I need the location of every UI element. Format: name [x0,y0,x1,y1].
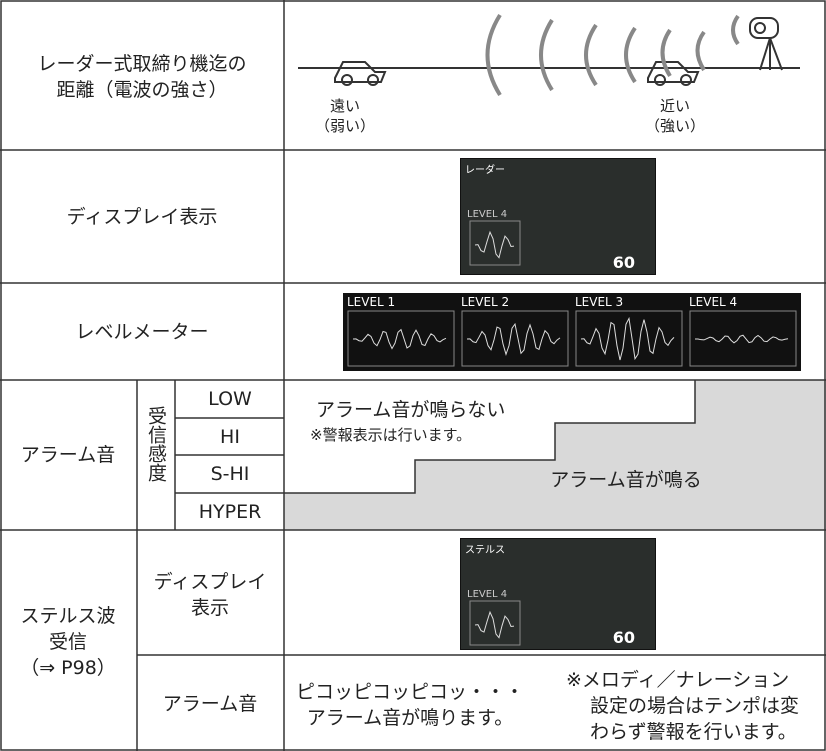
label: アラーム音 [20,444,116,466]
mode: HYPER [198,501,262,523]
waveform [469,220,521,266]
label: ディスプレイ表示 [66,206,218,228]
frame [575,310,683,367]
screen-level: LEVEL 4 [467,589,508,600]
screen: ステルス LEVEL 4 60 [460,538,656,650]
label: レベルメーター [75,321,209,343]
level: LEVEL 3 [575,295,624,309]
frame [469,600,521,646]
screen-title: レーダー [465,165,505,176]
label: 受信 [48,631,88,653]
label: ステルス波 [20,605,116,627]
level-meter: LEVEL 2 [457,293,573,371]
label: 表示 [190,597,230,619]
wave [694,334,789,344]
level: LEVEL 2 [461,295,510,309]
waveform [461,310,569,367]
mode: LOW [208,388,252,410]
frame [689,310,797,367]
label: 受信感度 [145,406,167,482]
frame [461,310,569,367]
wave [474,610,515,639]
level: LEVEL 4 [689,295,738,309]
wave [352,328,447,350]
level-meter: LEVEL 4 [685,293,801,371]
screen-speed: 60 [612,253,635,272]
mode: HI [220,426,240,448]
wave [466,322,561,356]
label: アラーム音が鳴らない [316,399,506,421]
screen-title: ステルス [465,545,505,556]
label: アラーム音が鳴ります。 [306,707,514,729]
note: ※警報表示は行います。 [310,426,472,444]
waveform [347,310,455,367]
mode: S-HI [210,463,250,485]
note: ※メロディ／ナレーション [566,669,790,691]
level: LEVEL 1 [347,295,396,309]
waveform [689,310,797,367]
note: わらず警報を行います。 [590,721,797,743]
level-meter: LEVEL 1 [343,293,459,371]
frame [347,310,455,367]
waveform [575,310,683,367]
label: ディスプレイ [153,571,267,593]
distance-illustration [298,13,800,97]
label: 近い [659,97,691,115]
level-meter: LEVEL 3 [571,293,687,371]
waveform [469,600,521,646]
screen-level: LEVEL 4 [467,209,508,220]
label: 距離（電波の強さ） [56,79,228,101]
label: アラーム音 [162,693,258,715]
frame [469,220,521,266]
wave [474,230,515,259]
wave [580,316,675,361]
label: レーダー式取締り機迄の [37,53,247,75]
screen-speed: 60 [612,628,635,647]
label: （弱い） [314,117,376,135]
label: アラーム音が鳴る [550,469,702,491]
label: ピコッピコッピコッ・・・ [295,681,525,703]
label: （強い） [644,117,706,135]
label: 遠い [329,97,361,115]
note: 設定の場合はテンポは変 [590,695,800,717]
label: （⇒ P98） [20,657,116,679]
screen: レーダー LEVEL 4 60 [460,158,656,275]
